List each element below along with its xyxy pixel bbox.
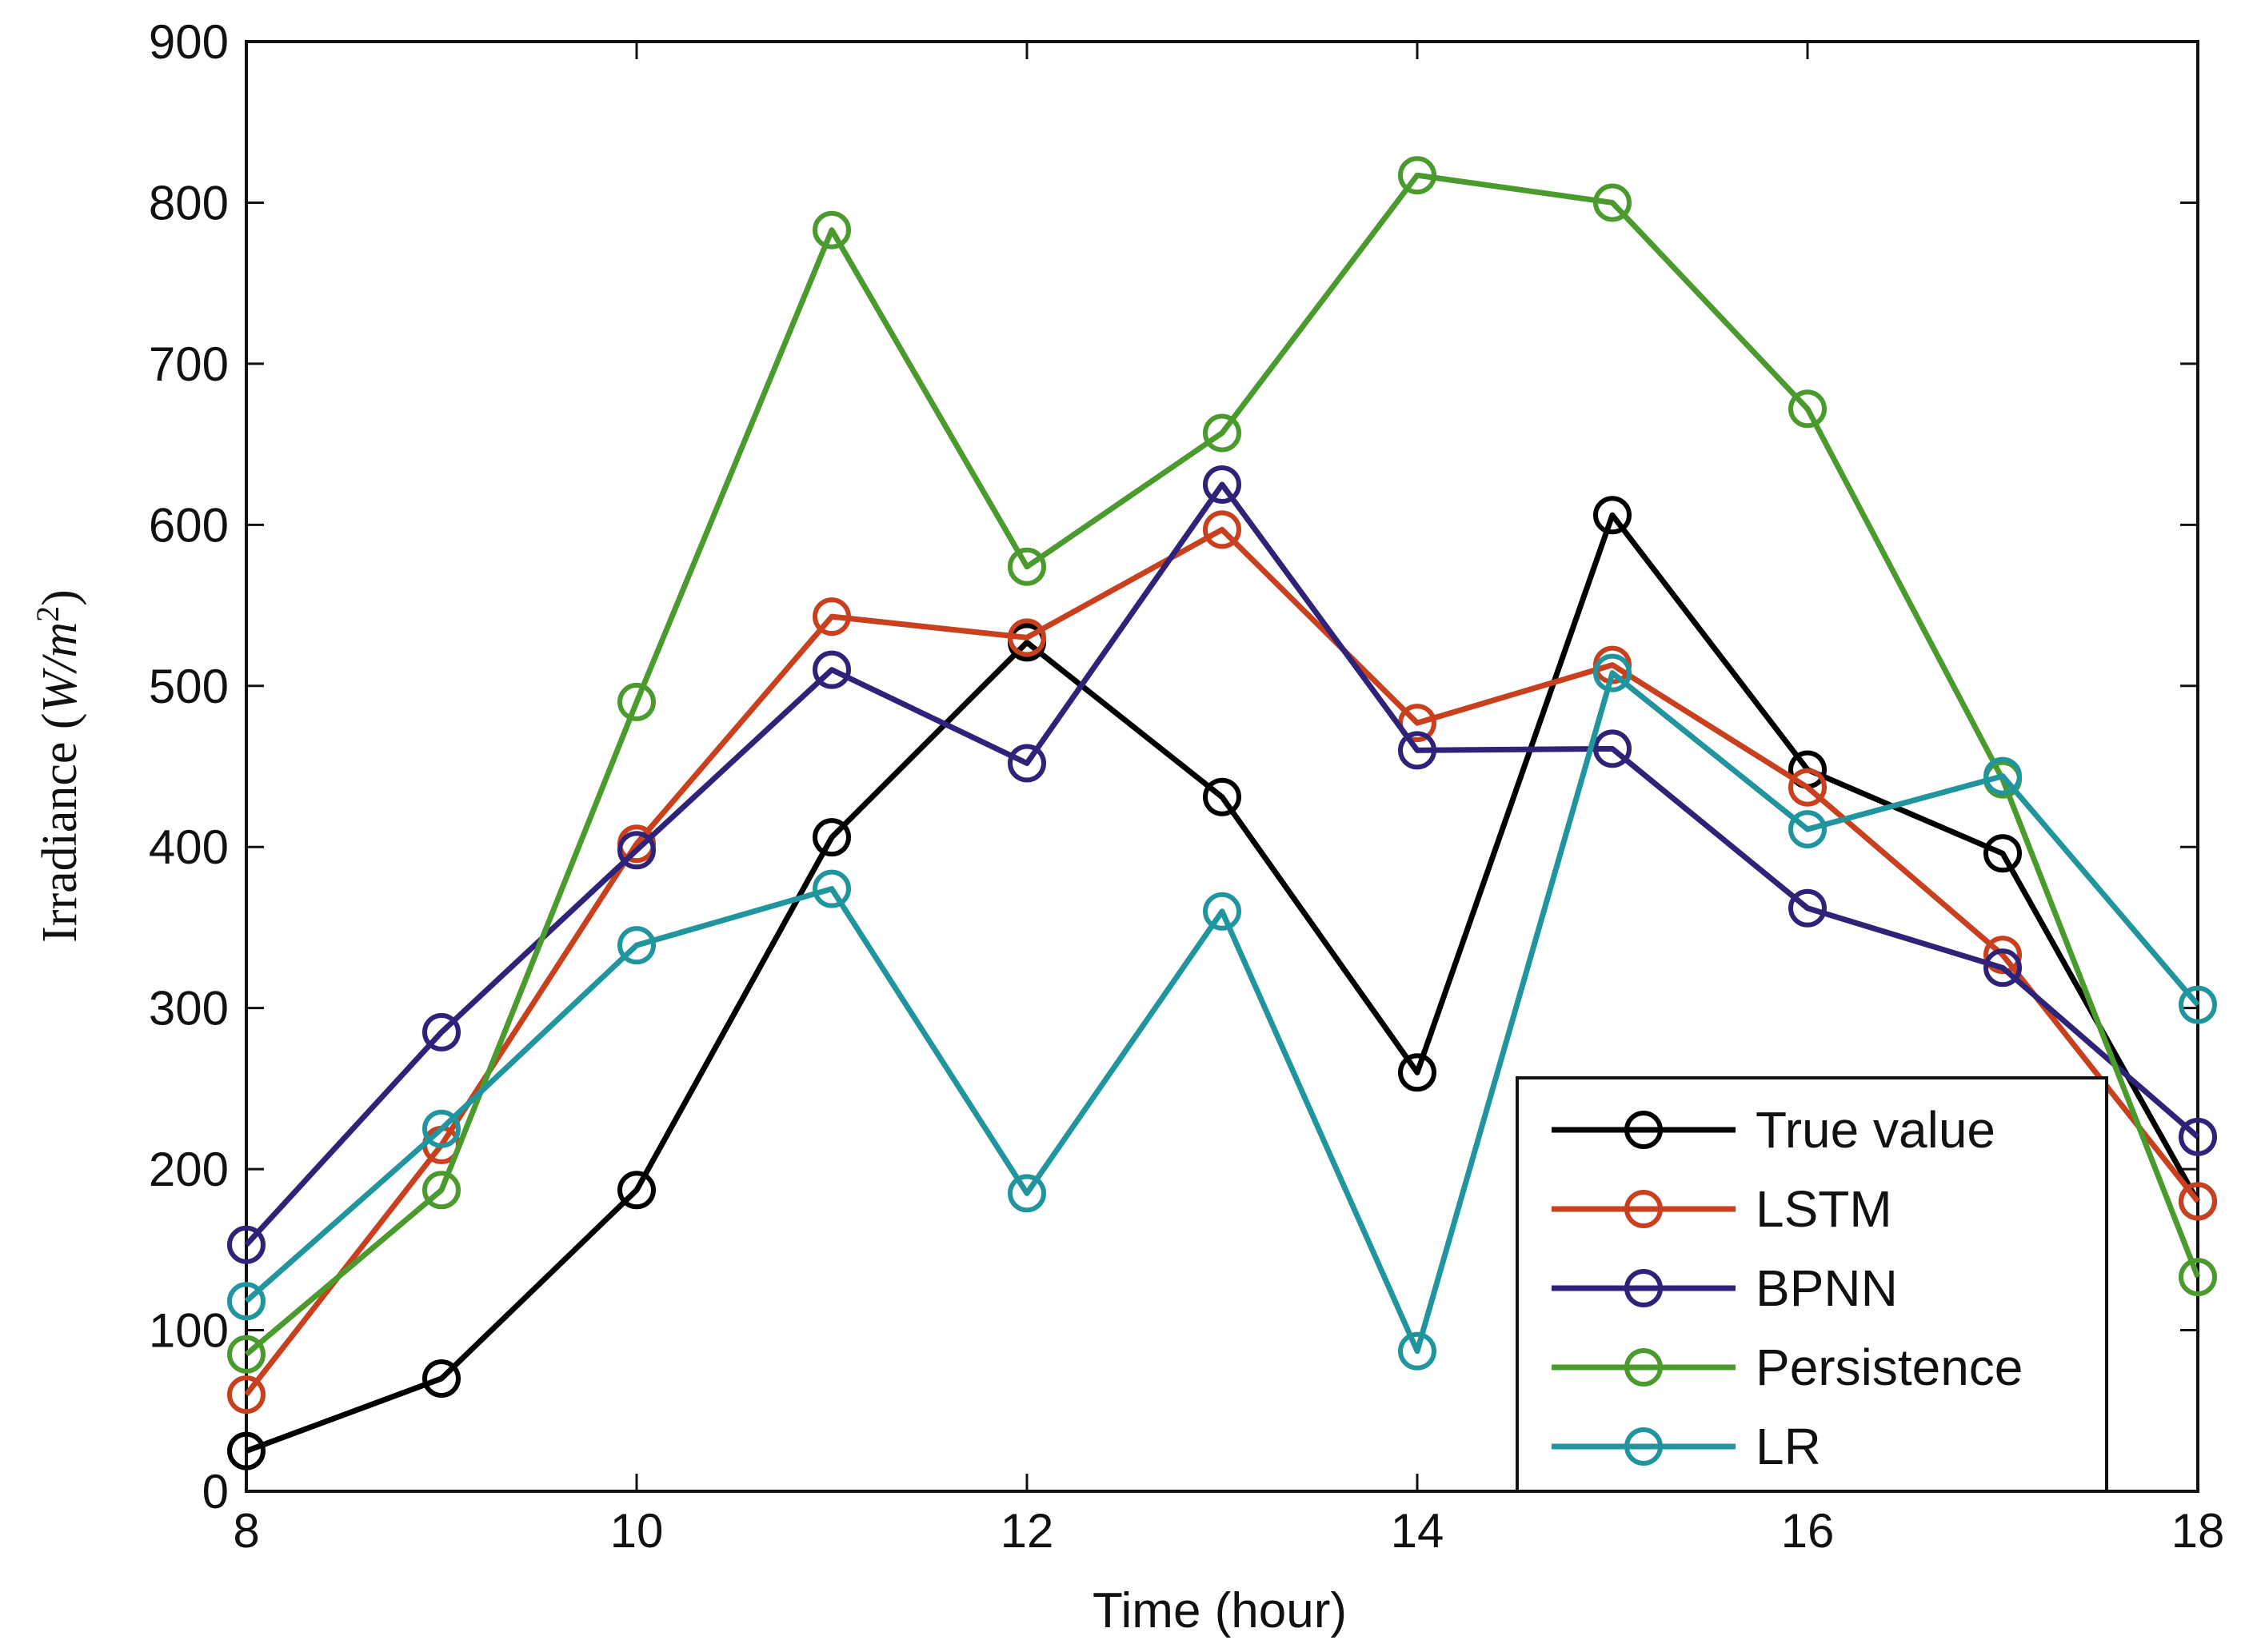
y-tick-label: 500 — [149, 660, 229, 713]
data-point-lr — [2179, 985, 2217, 1024]
data-point-lr — [1788, 810, 1827, 849]
data-point-lstm — [1203, 510, 1241, 549]
data-point-lr — [813, 869, 851, 908]
y-tick-label: 400 — [149, 820, 229, 874]
data-point-bpnn — [2179, 1117, 2217, 1156]
legend-label-lr: LR — [1756, 1418, 1821, 1475]
data-point-true-value — [1593, 496, 1632, 535]
y-axis: 0 100 200 300 400 500 600 700 800 900 — [149, 15, 2198, 1518]
data-point-lstm — [2179, 1182, 2217, 1221]
y-axis-label: Irradiance (W/m2) — [30, 589, 88, 943]
y-axis-label-prefix: Irradiance ( — [33, 712, 87, 942]
data-point-true-value — [1203, 777, 1241, 816]
series-line-lstm — [244, 526, 2200, 1397]
data-point-persistence — [2179, 1258, 2217, 1297]
legend-label-lstm: LSTM — [1756, 1180, 1892, 1238]
x-tick-label: 14 — [1391, 1504, 1444, 1558]
data-point-true-value — [1398, 1053, 1436, 1092]
data-point-bpnn — [1593, 729, 1632, 768]
x-tick-label: 18 — [2171, 1504, 2225, 1558]
y-tick-label: 900 — [149, 15, 229, 69]
data-point-lr — [1983, 756, 2022, 796]
data-point-true-value — [227, 1431, 266, 1470]
y-tick-label: 100 — [149, 1304, 229, 1358]
y-tick-label: 0 — [202, 1465, 229, 1518]
x-tick-label: 8 — [233, 1504, 259, 1558]
data-point-persistence — [617, 682, 656, 721]
plot-area-frame — [245, 40, 2199, 1493]
data-point-bpnn — [1983, 948, 2022, 988]
data-point-persistence — [1398, 156, 1436, 195]
x-axis-label: Time (hour) — [1093, 1583, 1347, 1638]
data-point-lstm — [227, 1375, 266, 1415]
data-point-persistence — [1203, 413, 1241, 453]
legend-marker-bpnn — [1624, 1269, 1663, 1307]
series-group — [227, 156, 2217, 1470]
data-point-persistence — [1593, 183, 1632, 222]
data-point-bpnn — [1788, 888, 1827, 928]
legend-label-bpnn: BPNN — [1756, 1259, 1898, 1317]
series-line-bpnn — [244, 481, 2200, 1247]
legend: True value LSTM BPNN Persistence LR — [1516, 1076, 2108, 1493]
data-point-lstm — [1983, 936, 2022, 975]
data-point-bpnn — [1398, 731, 1436, 770]
legend-label-persistence: Persistence — [1756, 1339, 2023, 1396]
data-point-bpnn — [617, 831, 656, 870]
y-axis-label-suffix: ) — [33, 589, 87, 606]
x-tick-label: 16 — [1781, 1504, 1835, 1558]
data-point-bpnn — [1203, 465, 1241, 504]
y-tick-label: 300 — [149, 982, 229, 1035]
data-point-bpnn — [227, 1225, 266, 1264]
legend-marker-lstm — [1624, 1190, 1663, 1228]
x-axis: 8 10 12 14 16 18 — [233, 42, 2224, 1558]
data-point-persistence — [422, 1171, 461, 1210]
data-point-lr — [422, 1109, 461, 1148]
x-tick-label: 10 — [610, 1504, 664, 1558]
data-point-lstm — [1008, 618, 1046, 657]
y-tick-label: 800 — [149, 176, 229, 229]
series-line-lr — [244, 670, 2200, 1355]
data-point-lr — [1398, 1331, 1436, 1371]
data-point-persistence — [1008, 547, 1046, 586]
legend-marker-persistence — [1624, 1348, 1663, 1387]
data-point-true-value — [1983, 834, 2022, 873]
legend-label-true-value: True value — [1756, 1101, 1995, 1159]
legend-marker-lr — [1624, 1427, 1663, 1466]
series-line-persistence — [244, 172, 2201, 1357]
data-point-lr — [617, 926, 656, 965]
data-point-lstm — [1788, 768, 1827, 807]
legend-entries: True value LSTM BPNN Persistence LR — [1552, 1101, 2023, 1475]
series-line-true-value — [245, 512, 2201, 1454]
y-tick-label: 700 — [149, 337, 229, 391]
data-point-persistence — [227, 1335, 266, 1374]
y-tick-label: 600 — [149, 498, 229, 552]
data-point-true-value — [422, 1359, 461, 1398]
x-tick-label: 12 — [1001, 1504, 1054, 1558]
data-point-true-value — [617, 1171, 656, 1210]
legend-marker-true-value — [1624, 1111, 1663, 1149]
data-point-lr — [227, 1282, 266, 1321]
y-axis-label-unit: W/m — [33, 622, 87, 713]
legend-box — [1516, 1076, 2108, 1493]
data-point-bpnn — [1008, 744, 1046, 783]
data-point-lstm — [813, 597, 851, 636]
y-tick-label: 200 — [149, 1143, 229, 1196]
data-point-lr — [1008, 1174, 1046, 1213]
data-point-lr — [1593, 653, 1632, 692]
data-point-true-value — [813, 818, 851, 857]
data-point-lr — [1203, 892, 1241, 931]
data-point-bpnn — [422, 1012, 461, 1051]
data-point-persistence — [813, 210, 851, 249]
data-point-persistence — [1788, 389, 1827, 429]
y-axis-label-exponent: 2 — [30, 606, 66, 622]
data-point-bpnn — [813, 650, 851, 689]
